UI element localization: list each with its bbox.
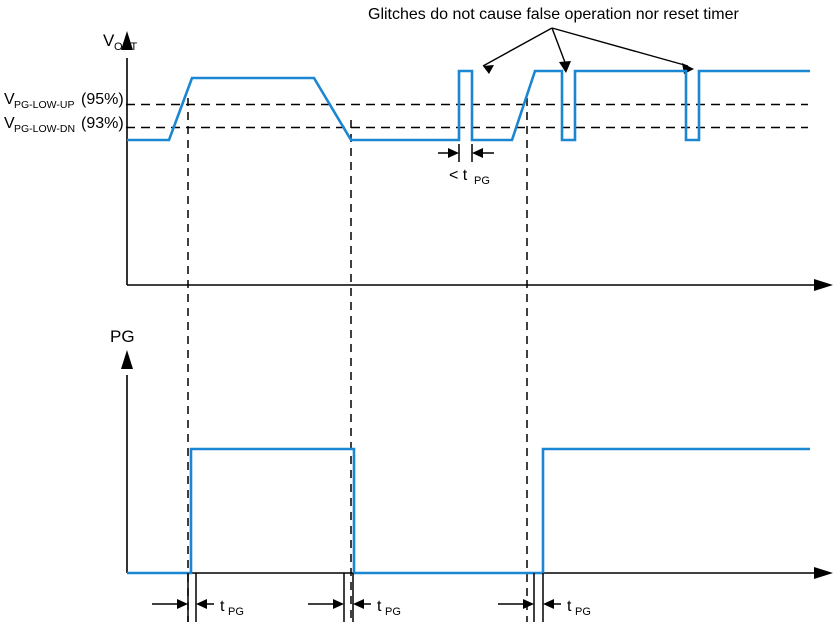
- tpg-3-label-main: t: [567, 598, 572, 615]
- tpg-dimension-2: t PG: [308, 573, 401, 622]
- threshold-up-label-sub: PG-LOW-UP: [14, 99, 74, 111]
- vout-axis-label-main: V: [103, 31, 115, 50]
- threshold-label-pg-low-dn: V PG-LOW-DN (93%): [4, 115, 124, 135]
- threshold-label-pg-low-up: V PG-LOW-UP (95%): [4, 91, 124, 111]
- tpg-2-label-sub: PG: [385, 606, 401, 618]
- threshold-dn-label-main: V: [4, 115, 15, 132]
- tpg-3-label-sub: PG: [575, 606, 591, 618]
- threshold-up-label-main: V: [4, 91, 15, 108]
- pg-axis-label: PG: [110, 327, 135, 346]
- glitch-width-label-main: < t: [449, 167, 468, 184]
- leader-line-1: [482, 27, 553, 67]
- tpg-dimension-1: t PG: [152, 573, 244, 622]
- tpg-2-label-main: t: [377, 598, 382, 615]
- tpg-3-arrowhead-left: [523, 599, 534, 609]
- tpg-1-arrowhead-left: [177, 599, 188, 609]
- leader-arrowhead-1: [483, 65, 494, 74]
- tpg-2-arrowhead-left: [333, 599, 344, 609]
- pg-x-axis-arrowhead: [814, 567, 833, 579]
- tpg-3-arrowhead-right: [543, 599, 554, 609]
- tpg-2-arrowhead-right: [353, 599, 364, 609]
- glitch-dim-arrowhead-right: [472, 148, 483, 158]
- leader-line-2: [551, 27, 567, 66]
- leader-arrowhead-3: [682, 63, 694, 74]
- glitch-width-label-sub: PG: [474, 175, 490, 187]
- threshold-dn-label-value: (93%): [81, 115, 124, 132]
- tpg-1-label-sub: PG: [228, 606, 244, 618]
- leader-arrowhead-2: [559, 61, 571, 73]
- tpg-dimension-3: t PG: [498, 573, 591, 622]
- vout-y-axis-arrowhead: [121, 31, 133, 50]
- glitch-width-dimension: < t PG: [438, 144, 494, 187]
- caption-text: Glitches do not cause false operation no…: [368, 6, 740, 23]
- leader-line-3: [551, 27, 689, 67]
- threshold-up-label-value: (95%): [81, 91, 124, 108]
- glitch-leader-arrows: [482, 27, 694, 74]
- pg-waveform: [127, 447, 810, 575]
- threshold-dn-label-sub: PG-LOW-DN: [14, 123, 75, 135]
- tpg-1-label-main: t: [220, 598, 225, 615]
- vout-waveform: [127, 69, 810, 142]
- tpg-1-arrowhead-right: [196, 599, 207, 609]
- vout-x-axis-arrowhead: [814, 279, 833, 291]
- glitch-dim-arrowhead-left: [448, 148, 459, 158]
- pg-y-axis-arrowhead: [121, 350, 133, 369]
